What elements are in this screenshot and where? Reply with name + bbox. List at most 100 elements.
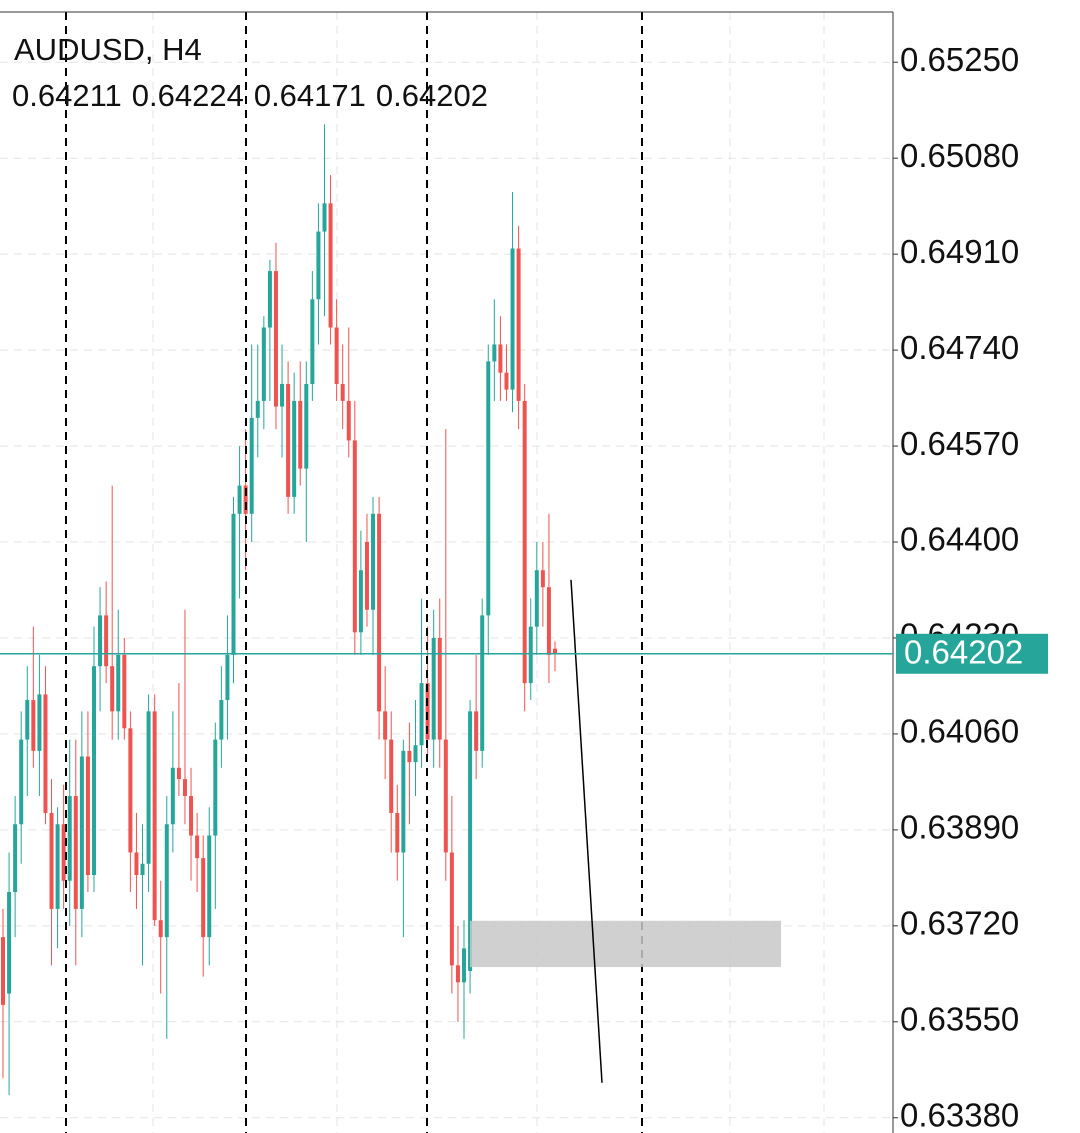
plot-area	[1, 124, 557, 1096]
candle-body	[122, 654, 127, 729]
y-tick-label: 0.63720	[900, 905, 1019, 942]
candle-body	[419, 683, 424, 746]
candle-body	[146, 711, 151, 864]
candle-body	[334, 327, 339, 384]
candle-body	[85, 756, 90, 876]
candle-body	[443, 739, 448, 853]
candle-body	[516, 248, 521, 401]
candle-body	[261, 327, 266, 401]
trendline	[570, 579, 603, 1083]
candle-body	[152, 711, 157, 921]
y-tick-label: 0.64740	[900, 329, 1019, 366]
candle-body	[110, 666, 115, 712]
candle-body	[170, 767, 175, 825]
candle-body	[553, 648, 557, 654]
candle-body	[546, 587, 551, 655]
candle-body	[389, 739, 394, 813]
ohlc-close: 0.64202	[376, 78, 488, 113]
grid	[0, 12, 893, 1133]
ohlc-open: 0.64211	[12, 78, 122, 113]
candle-body	[346, 400, 351, 441]
candle-body	[395, 812, 400, 853]
candle-body	[237, 485, 242, 514]
candle-body	[480, 615, 485, 751]
candle-body	[158, 920, 163, 938]
candle-body	[98, 615, 103, 667]
candle-body	[455, 965, 460, 983]
candle-body	[128, 728, 133, 853]
candle-body	[249, 417, 254, 514]
y-tick-label: 0.64570	[900, 425, 1019, 462]
candle-body	[304, 383, 309, 469]
candle-body	[189, 796, 194, 836]
candle-body	[7, 891, 12, 994]
candle-body	[352, 440, 357, 633]
candle-body	[383, 711, 388, 740]
candle-body	[116, 654, 121, 712]
y-tick-label: 0.65250	[900, 41, 1019, 78]
last-price-label: 0.64202	[904, 633, 1023, 670]
candle-body	[104, 615, 109, 667]
candle-body	[474, 711, 479, 751]
candle-body	[91, 666, 96, 876]
candle-body	[431, 637, 436, 740]
ohlc-low: 0.64171	[254, 78, 366, 113]
candle-body	[280, 383, 285, 407]
y-tick-label: 0.63890	[900, 809, 1019, 846]
candle-body	[492, 344, 497, 362]
candle-body	[407, 750, 412, 763]
candle-body	[425, 683, 430, 740]
overlay	[0, 579, 893, 1083]
candle-body	[401, 750, 406, 853]
candle-body	[37, 694, 42, 751]
candle-body	[298, 400, 303, 469]
candle-body	[449, 852, 454, 966]
candle-body	[43, 694, 48, 813]
y-tick-label: 0.65080	[900, 137, 1019, 174]
candle-body	[231, 513, 236, 655]
candle-body	[140, 863, 145, 876]
candle-body	[1, 937, 5, 1005]
candle-body	[19, 739, 24, 825]
candle-body	[286, 383, 291, 497]
candle-body	[25, 700, 30, 740]
candle-body	[267, 271, 272, 328]
candle-body	[292, 400, 297, 497]
y-tick-label: 0.64060	[900, 713, 1019, 750]
ohlc-readout: 0.64211 0.64224 0.64171 0.64202	[12, 78, 488, 113]
candle-body	[522, 400, 527, 684]
candle-body	[462, 948, 467, 983]
candle-body	[164, 824, 169, 938]
candle-body	[358, 570, 363, 633]
candle-body	[437, 637, 442, 740]
candle-body	[55, 824, 60, 909]
candle-body	[504, 372, 509, 390]
last-price-box	[896, 633, 1048, 674]
y-tick-label: 0.63550	[900, 1001, 1019, 1038]
candle-body	[316, 231, 321, 300]
candle-body	[273, 271, 278, 407]
candle-body	[528, 626, 533, 684]
period-separators	[65, 12, 643, 1133]
candle-body	[377, 513, 382, 712]
candle-body	[328, 203, 333, 328]
candle-body	[322, 203, 327, 232]
candle-body	[73, 796, 78, 909]
candle-body	[79, 756, 84, 909]
candle-body	[468, 711, 473, 972]
candle-body	[498, 344, 503, 373]
ohlc-high: 0.64224	[132, 78, 244, 113]
candle-body	[195, 835, 200, 859]
candle-body	[49, 812, 54, 909]
candle-body	[413, 745, 418, 763]
candle-body	[340, 383, 345, 401]
candle-body	[134, 852, 139, 876]
symbol-title: AUDUSD, H4	[14, 32, 202, 67]
candle-body	[486, 361, 491, 616]
candle-body	[510, 248, 515, 390]
candle-body	[225, 654, 230, 701]
candle-body	[364, 542, 369, 610]
candle-body	[201, 858, 206, 938]
candle-body	[31, 700, 36, 751]
